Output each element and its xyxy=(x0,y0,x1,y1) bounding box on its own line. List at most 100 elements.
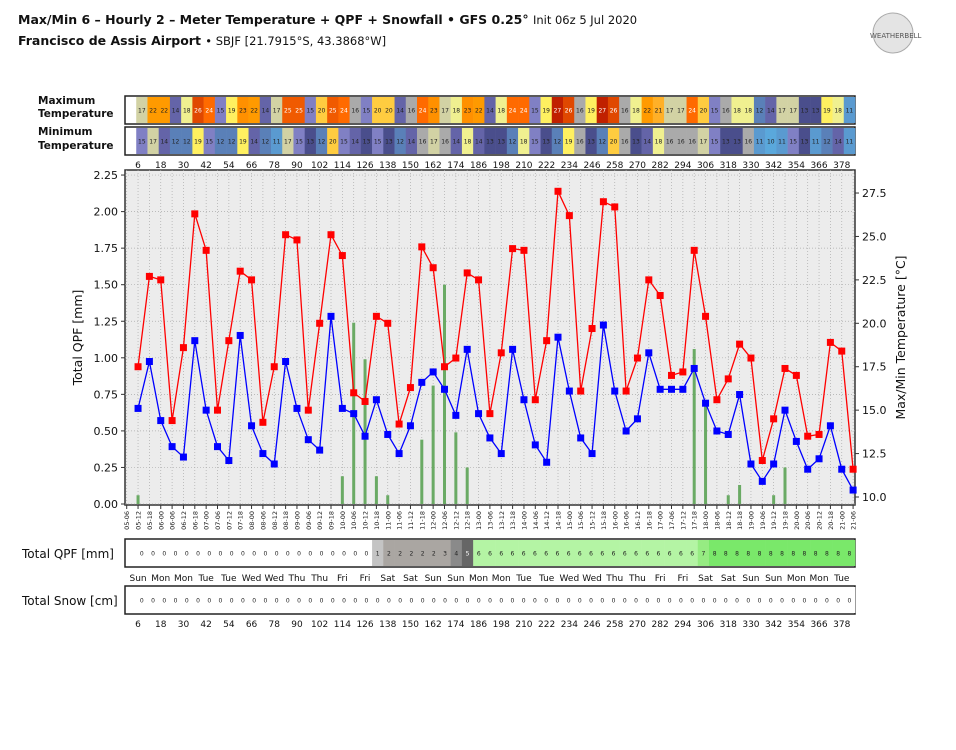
qpf-bar xyxy=(136,495,140,504)
qpf-total-strip-cell xyxy=(529,540,541,566)
min-temp-label: Minimum xyxy=(38,126,93,138)
snow-total-strip-cell xyxy=(327,587,339,613)
qpf-total-strip-value: 0 xyxy=(174,551,178,558)
hour-label-top: 282 xyxy=(652,161,669,171)
qpf-total-strip-cell xyxy=(776,540,788,566)
qpf-total-strip-cell xyxy=(214,540,227,566)
hour-label-bottom: 306 xyxy=(697,620,714,630)
max-temp-strip-cell xyxy=(619,97,631,123)
qpf-total-strip-cell xyxy=(315,540,328,566)
day-label: Wed xyxy=(560,574,580,584)
snow-total-strip-value: 0 xyxy=(668,598,672,605)
qpf-total-strip-cell xyxy=(450,540,463,566)
max-temp-point xyxy=(543,337,551,345)
x-tick-label: 18-00 xyxy=(702,511,710,530)
day-label: Sun xyxy=(447,574,464,584)
max-temp-point xyxy=(690,246,698,254)
max-temp-point xyxy=(679,368,687,376)
min-temp-strip-value: 19 xyxy=(194,139,202,146)
hour-label-bottom: 138 xyxy=(379,620,396,630)
snow-total-strip-cell xyxy=(439,587,451,613)
max-temp-point xyxy=(157,276,165,284)
max-temp-strip-value: 23 xyxy=(464,108,472,115)
max-temp-point xyxy=(758,457,766,465)
qpf-total-strip-cell xyxy=(327,540,339,566)
y-tick-label: 1.75 xyxy=(94,242,119,255)
y-tick-label: 1.25 xyxy=(94,315,119,328)
x-tick-label: 13-18 xyxy=(509,511,517,530)
min-temp-point xyxy=(588,450,596,458)
max-temp-strip-cell xyxy=(697,97,710,123)
x-tick-label: 05-18 xyxy=(146,511,154,530)
snow-total-strip-cell xyxy=(203,587,216,613)
hour-label-top: 258 xyxy=(606,161,623,171)
snow-total-strip-cell xyxy=(192,587,204,613)
x-tick-label: 08-18 xyxy=(282,511,290,530)
max-temp-strip-cell xyxy=(832,97,845,123)
max-temp-point xyxy=(497,349,505,357)
min-temp-strip-value: 13 xyxy=(801,139,809,146)
x-tick-label: 17-00 xyxy=(657,511,665,530)
min-temp-strip-cell xyxy=(327,128,339,154)
qpf-total-strip-cell xyxy=(428,540,440,566)
max-temp-point xyxy=(350,389,358,397)
x-tick-label: 19-18 xyxy=(782,511,790,530)
max-temp-strip-cell xyxy=(641,97,654,123)
max-temp-strip-value: 18 xyxy=(834,108,842,115)
snow-total-strip-cell xyxy=(181,587,193,613)
hour-label-top: 330 xyxy=(742,161,759,171)
day-label: Fri xyxy=(655,574,666,584)
min-temp-strip-value: 19 xyxy=(565,139,573,146)
qpf-total-strip-value: 6 xyxy=(477,551,481,558)
min-temp-strip-value: 13 xyxy=(587,139,595,146)
max-temp-point xyxy=(395,420,403,428)
min-temp-strip-value: 20 xyxy=(610,139,618,146)
min-temp-point xyxy=(384,430,392,438)
min-temp-strip-value: 11 xyxy=(778,139,786,146)
qpf-strip-label: Total QPF [mm] xyxy=(21,547,114,561)
snow-total-strip-value: 0 xyxy=(679,598,683,605)
qpf-bar xyxy=(783,467,787,504)
max-temp-strip-value: 22 xyxy=(160,108,168,115)
qpf-bar xyxy=(692,349,696,504)
day-label: Mon xyxy=(492,574,511,584)
min-temp-strip-value: 18 xyxy=(655,139,663,146)
hour-label-bottom: 174 xyxy=(447,620,464,630)
max-temp-point xyxy=(214,406,221,414)
max-temp-strip-value: 14 xyxy=(767,108,775,115)
max-temp-strip-cell xyxy=(360,97,373,123)
x-tick-label: 15-18 xyxy=(600,511,608,530)
snow-total-strip-value: 0 xyxy=(162,598,166,605)
max-temp-point xyxy=(145,272,153,280)
max-temp-strip-cell xyxy=(349,97,362,123)
snow-total-strip-cell xyxy=(776,587,788,613)
min-temp-point xyxy=(372,396,380,404)
day-label: Sat xyxy=(403,574,418,584)
max-temp-strip-value: 18 xyxy=(733,108,741,115)
snow-total-strip-value: 0 xyxy=(724,598,728,605)
x-tick-label: 19-12 xyxy=(770,511,778,530)
max-temp-strip-value: 12 xyxy=(756,108,764,115)
max-temp-strip-cell xyxy=(473,97,485,123)
snow-total-strip-cell xyxy=(765,587,777,613)
max-temp-strip-cell xyxy=(765,97,777,123)
qpf-total-strip-cell xyxy=(798,540,811,566)
snow-total-strip-cell xyxy=(147,587,159,613)
y-tick-label: 0.50 xyxy=(94,425,119,438)
max-temp-point xyxy=(599,198,607,206)
min-temp-strip-cell xyxy=(798,128,811,154)
qpf-total-strip-value: 4 xyxy=(454,551,458,558)
x-tick-label: 14-12 xyxy=(543,511,551,530)
hour-label-bottom: 18 xyxy=(155,620,167,630)
min-temp-strip-cell xyxy=(720,128,732,154)
x-tick-label: 05-06 xyxy=(123,511,131,530)
x-tick-label: 12-18 xyxy=(464,511,472,530)
min-temp-point xyxy=(429,368,437,376)
day-label: Sat xyxy=(380,574,395,584)
min-temp-point xyxy=(543,458,551,466)
min-temp-point xyxy=(475,410,483,418)
qpf-total-strip-value: 0 xyxy=(219,551,223,558)
hour-label-bottom: 246 xyxy=(583,620,600,630)
qpf-total-strip-value: 0 xyxy=(241,551,245,558)
qpf-total-strip-cell xyxy=(417,540,429,566)
